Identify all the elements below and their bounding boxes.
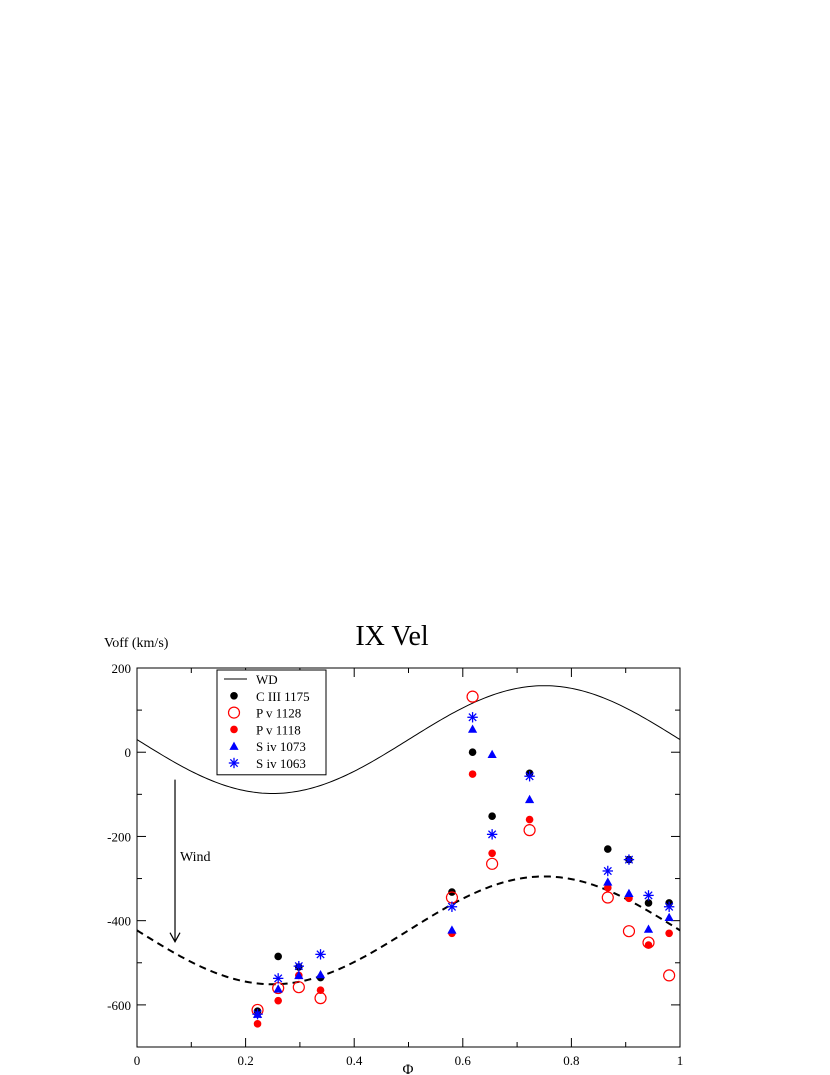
point-s-iv-1073 [467,724,478,733]
x-tick-label: 0 [134,1053,141,1068]
point-s-iv-1073 [643,924,654,933]
point-p-v-1118 [316,986,325,994]
point-p-v-1128 [523,824,536,837]
x-tick-label: 0.8 [563,1053,579,1068]
y-axis-label: Voff (km/s) [104,636,169,651]
point-s-iv-1073 [447,925,457,934]
point-c-iii-1175 [488,812,496,821]
asterisk-stroke [274,974,283,983]
point-s-iv-1063 [467,712,478,723]
point-s-iv-1073 [603,877,613,886]
legend-label: P v 1118 [256,722,301,737]
point-p-v-1118 [488,849,496,858]
point-p-v-1118 [603,884,612,892]
point-p-v-1128 [314,992,327,1005]
point-p-v-1118 [253,1020,262,1028]
point-p-v-1118 [525,815,534,824]
legend-marker [227,706,241,719]
point-c-iii-1175 [603,845,612,853]
y-tick-label: 0 [125,745,132,760]
asterisk-stroke [624,855,634,864]
point-s-iv-1063 [623,854,635,865]
asterisk-stroke [447,902,457,911]
legend-label: S iv 1063 [256,756,306,771]
point-c-iii-1175 [468,748,477,757]
legend-label: P v 1128 [256,706,301,721]
asterisk-stroke [525,772,534,781]
point-s-iv-1073 [273,984,283,993]
point-s-iv-1063 [643,890,654,901]
asterisk-stroke [253,1010,262,1019]
y-tick-label: -600 [107,998,131,1013]
wind-label: Wind [180,850,211,865]
point-p-v-1128 [486,857,499,870]
point-s-iv-1063 [446,901,458,912]
x-tick-label: 0.2 [237,1053,253,1068]
y-tick-label: -200 [107,829,131,844]
x-tick-label: 1 [677,1053,684,1068]
legend-marker [229,741,239,750]
y-tick-label: -400 [107,914,131,929]
asterisk-stroke [316,950,325,959]
asterisk-stroke [665,902,674,911]
point-c-iii-1175 [644,899,653,907]
asterisk-stroke [468,713,477,722]
point-s-iv-1063 [602,865,613,877]
asterisk-stroke [644,891,653,900]
y-tick-label: 200 [112,661,132,676]
point-s-iv-1063 [663,901,675,912]
legend-marker [230,692,238,700]
legend-marker [230,725,238,734]
point-s-iv-1063 [252,1008,263,1020]
asterisk-stroke [603,866,612,876]
point-s-iv-1073 [294,970,304,980]
wind-annotation: Wind [169,779,211,943]
point-s-iv-1063 [293,960,305,972]
asterisk-stroke [294,962,303,971]
point-p-v-1118 [665,929,673,938]
asterisk-stroke [229,758,239,768]
point-s-iv-1073 [624,888,634,897]
x-axis-label: Φ [403,1062,414,1075]
point-p-v-1118 [274,996,282,1005]
wind-arrow-head [169,932,181,943]
point-p-v-1118 [468,770,477,778]
point-s-iv-1063 [315,949,326,960]
point-s-iv-1063 [524,771,535,782]
x-tick-label: 0.6 [455,1053,472,1068]
point-p-v-1128 [292,981,305,994]
point-s-iv-1073 [487,749,497,759]
point-c-iii-1175 [274,952,282,961]
point-s-iv-1073 [315,969,326,979]
legend-box [216,669,327,776]
point-p-v-1118 [644,941,653,949]
point-s-iv-1073 [664,912,674,921]
legend-marker [228,757,240,769]
legend-label: S iv 1073 [256,739,306,754]
point-p-v-1128 [663,969,676,982]
point-s-iv-1063 [486,829,498,840]
plot-area: 0 0.2 0.4 0.6 0.8 1 -600 -400 -200 0 200 [107,661,683,1068]
point-s-iv-1073 [524,794,535,804]
chart-title: IX Vel [355,621,429,652]
point-p-v-1128 [466,690,479,703]
legend-label: WD [256,672,278,687]
point-p-v-1128 [622,925,636,938]
wd-curve [136,685,681,794]
asterisk-stroke [487,830,497,839]
point-p-v-1128 [601,891,614,904]
point-s-iv-1063 [272,973,284,984]
x-tick-label: 0.4 [346,1053,363,1068]
legend-label: C III 1175 [256,689,310,704]
dashed-model-curve [136,875,681,986]
